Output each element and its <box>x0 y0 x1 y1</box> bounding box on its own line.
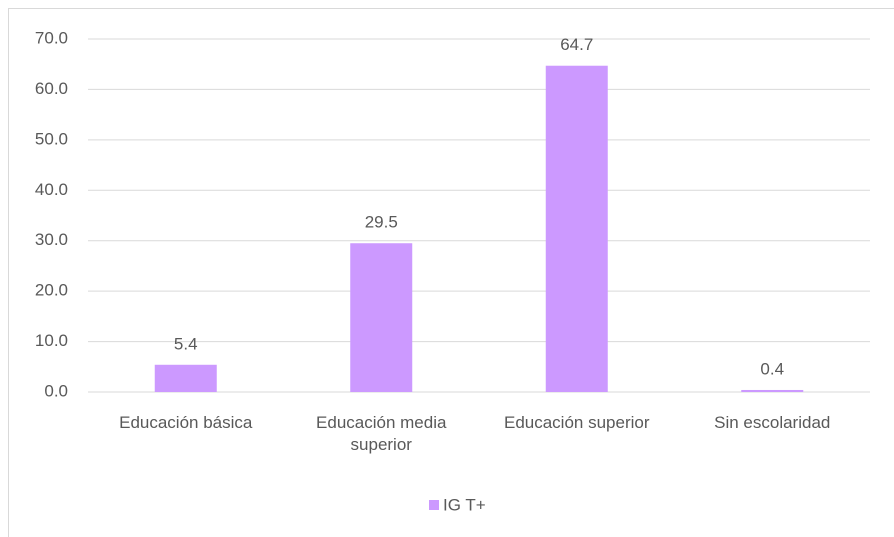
bar <box>154 364 217 392</box>
y-tick-label: 20.0 <box>35 281 68 300</box>
x-tick-label: Educación básica <box>119 413 253 432</box>
y-tick-label: 70.0 <box>35 28 68 47</box>
y-tick-label: 0.0 <box>44 381 68 400</box>
y-tick-label: 10.0 <box>35 331 68 350</box>
x-tick-label: Educación media superior <box>316 413 447 454</box>
data-label: 29.5 <box>365 213 398 232</box>
data-label: 64.7 <box>560 35 593 54</box>
legend-swatch <box>429 500 439 510</box>
x-tick-label: Sin escolaridad <box>714 413 831 432</box>
data-label: 5.4 <box>174 334 198 353</box>
y-tick-label: 60.0 <box>35 79 68 98</box>
y-tick-label: 50.0 <box>35 129 68 148</box>
chart-border <box>8 8 894 537</box>
bar <box>545 65 608 392</box>
y-tick-label: 30.0 <box>35 230 68 249</box>
data-label: 0.4 <box>760 359 784 378</box>
bar <box>350 243 413 392</box>
legend-label: IG T+ <box>443 495 486 514</box>
y-tick-label: 40.0 <box>35 180 68 199</box>
bar <box>741 389 804 392</box>
x-tick-label: Educación superior <box>503 413 650 432</box>
